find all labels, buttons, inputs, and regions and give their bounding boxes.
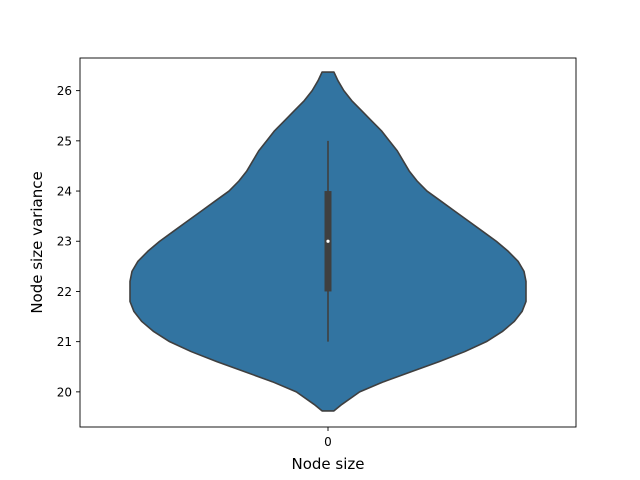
- y-tick-label: 25: [57, 134, 72, 148]
- y-tick-label: 22: [57, 285, 72, 299]
- y-tick-label: 21: [57, 335, 72, 349]
- y-tick-label: 26: [57, 84, 72, 98]
- violin-median-dot: [326, 239, 330, 243]
- y-tick-label: 20: [57, 385, 72, 399]
- y-tick-label: 23: [57, 235, 72, 249]
- plot-layer: [129, 71, 527, 412]
- axes-layer: 20 21 22 23 24 25 26 0: [57, 57, 577, 449]
- y-tick-label: 24: [57, 185, 72, 199]
- x-tick-label: 0: [324, 435, 332, 449]
- y-axis-label: Node size variance: [28, 171, 46, 313]
- x-axis-label: Node size: [291, 455, 364, 473]
